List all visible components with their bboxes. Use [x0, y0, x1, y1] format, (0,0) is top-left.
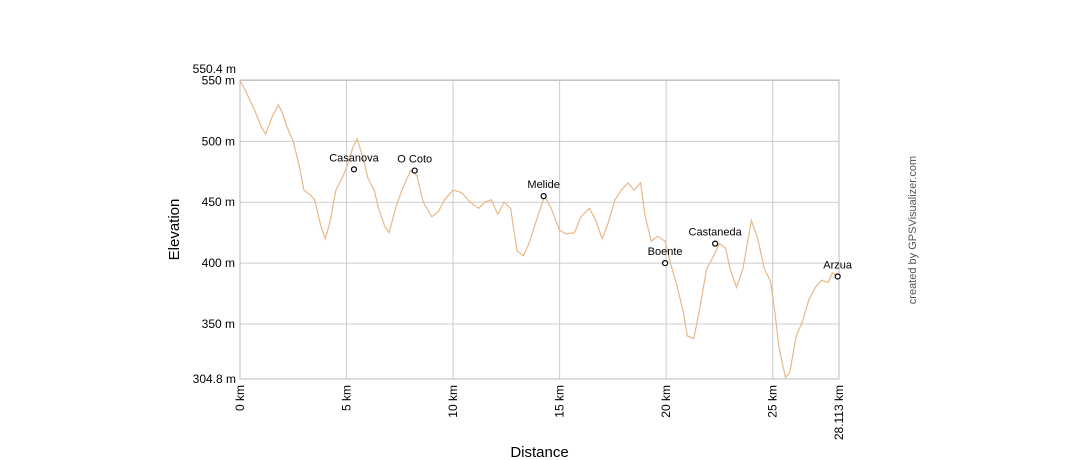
x-tick-label: 15 km	[553, 385, 567, 418]
y-tick-label: 350 m	[202, 317, 235, 331]
waypoint-marker	[540, 193, 547, 200]
chart-grid	[239, 79, 840, 379]
y-min-label: 304.8 m	[193, 372, 236, 386]
waypoint-marker	[350, 166, 358, 173]
y-tick-label: 550 m	[202, 73, 235, 87]
elevation-series-line	[239, 80, 840, 379]
x-axis-title: Distance	[510, 444, 568, 460]
waypoint-label: Boente	[648, 246, 683, 258]
x-tick-label: 5 km	[340, 385, 354, 411]
x-tick-label: 28.113 km	[832, 385, 846, 440]
waypoint-markers: Casanova O Coto Melide Boente Castaneda Arzua	[329, 152, 853, 280]
y-axis-title: Elevation	[166, 199, 183, 261]
x-tick-label: 0 km	[233, 385, 247, 411]
waypoint-marker	[411, 167, 418, 174]
y-tick-label: 500 m	[202, 134, 235, 148]
waypoint-label: O Coto	[397, 154, 432, 166]
credit-text: created by GPSVisualizer.com	[907, 156, 919, 304]
y-tick-label: 400 m	[202, 256, 235, 270]
waypoint-marker	[661, 260, 669, 267]
waypoint-label: Castaneda	[689, 227, 743, 239]
waypoint-label: Arzua	[823, 259, 853, 271]
y-tick-label: 450 m	[202, 195, 235, 209]
waypoint-marker	[834, 273, 841, 280]
waypoint-marker	[712, 240, 719, 247]
y-tick-labels: 550 m 500 m 450 m 400 m 350 m	[202, 73, 235, 330]
plot-frame	[239, 79, 840, 380]
waypoint-label: Melide	[527, 179, 559, 191]
x-tick-label: 25 km	[766, 385, 780, 418]
x-tick-labels: 0 km 5 km 10 km 15 km 20 km 25 km 28.113 km	[233, 385, 846, 440]
y-max-label: 550.4 m	[193, 62, 236, 76]
waypoint-label: Casanova	[329, 152, 379, 164]
x-tick-label: 10 km	[446, 385, 460, 418]
x-tick-label: 20 km	[659, 385, 673, 418]
